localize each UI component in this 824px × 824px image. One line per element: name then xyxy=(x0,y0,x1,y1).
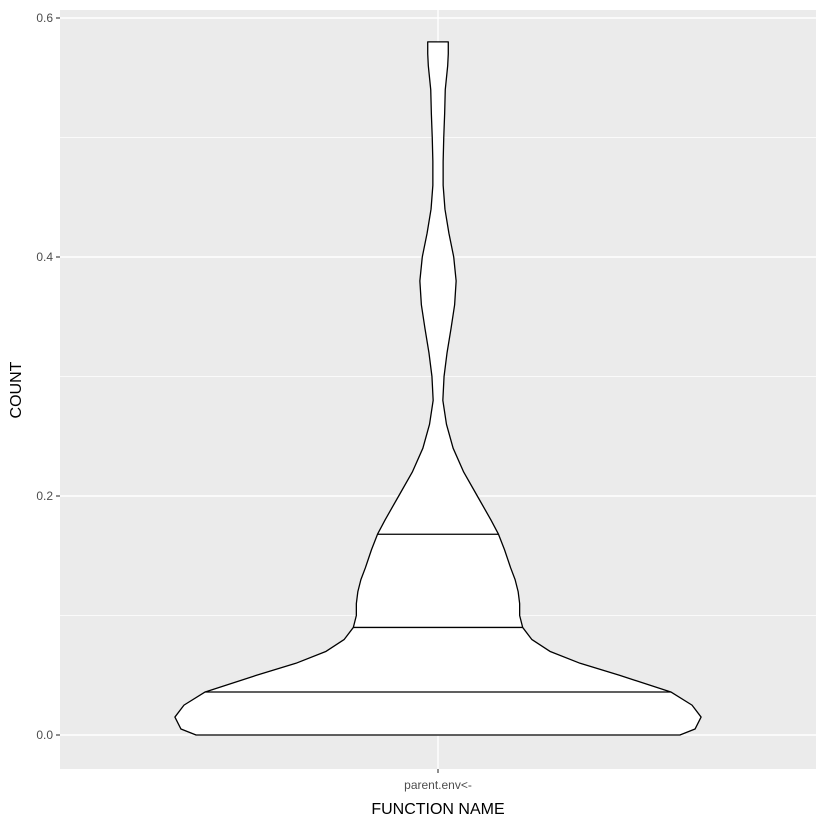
y-tick-label: 0.4 xyxy=(36,250,53,264)
violin-body xyxy=(174,41,702,736)
x-axis: parent.env<- xyxy=(404,769,472,792)
y-tick-label: 0.0 xyxy=(36,728,53,742)
x-axis-title: FUNCTION NAME xyxy=(371,801,504,818)
y-axis: 0.0 0.2 0.4 0.6 xyxy=(36,11,60,742)
violins xyxy=(174,41,702,736)
y-tick-label: 0.2 xyxy=(36,489,53,503)
x-tick-label: parent.env<- xyxy=(404,778,472,792)
y-tick-label: 0.6 xyxy=(36,11,53,25)
y-axis-title: COUNT xyxy=(8,361,25,418)
